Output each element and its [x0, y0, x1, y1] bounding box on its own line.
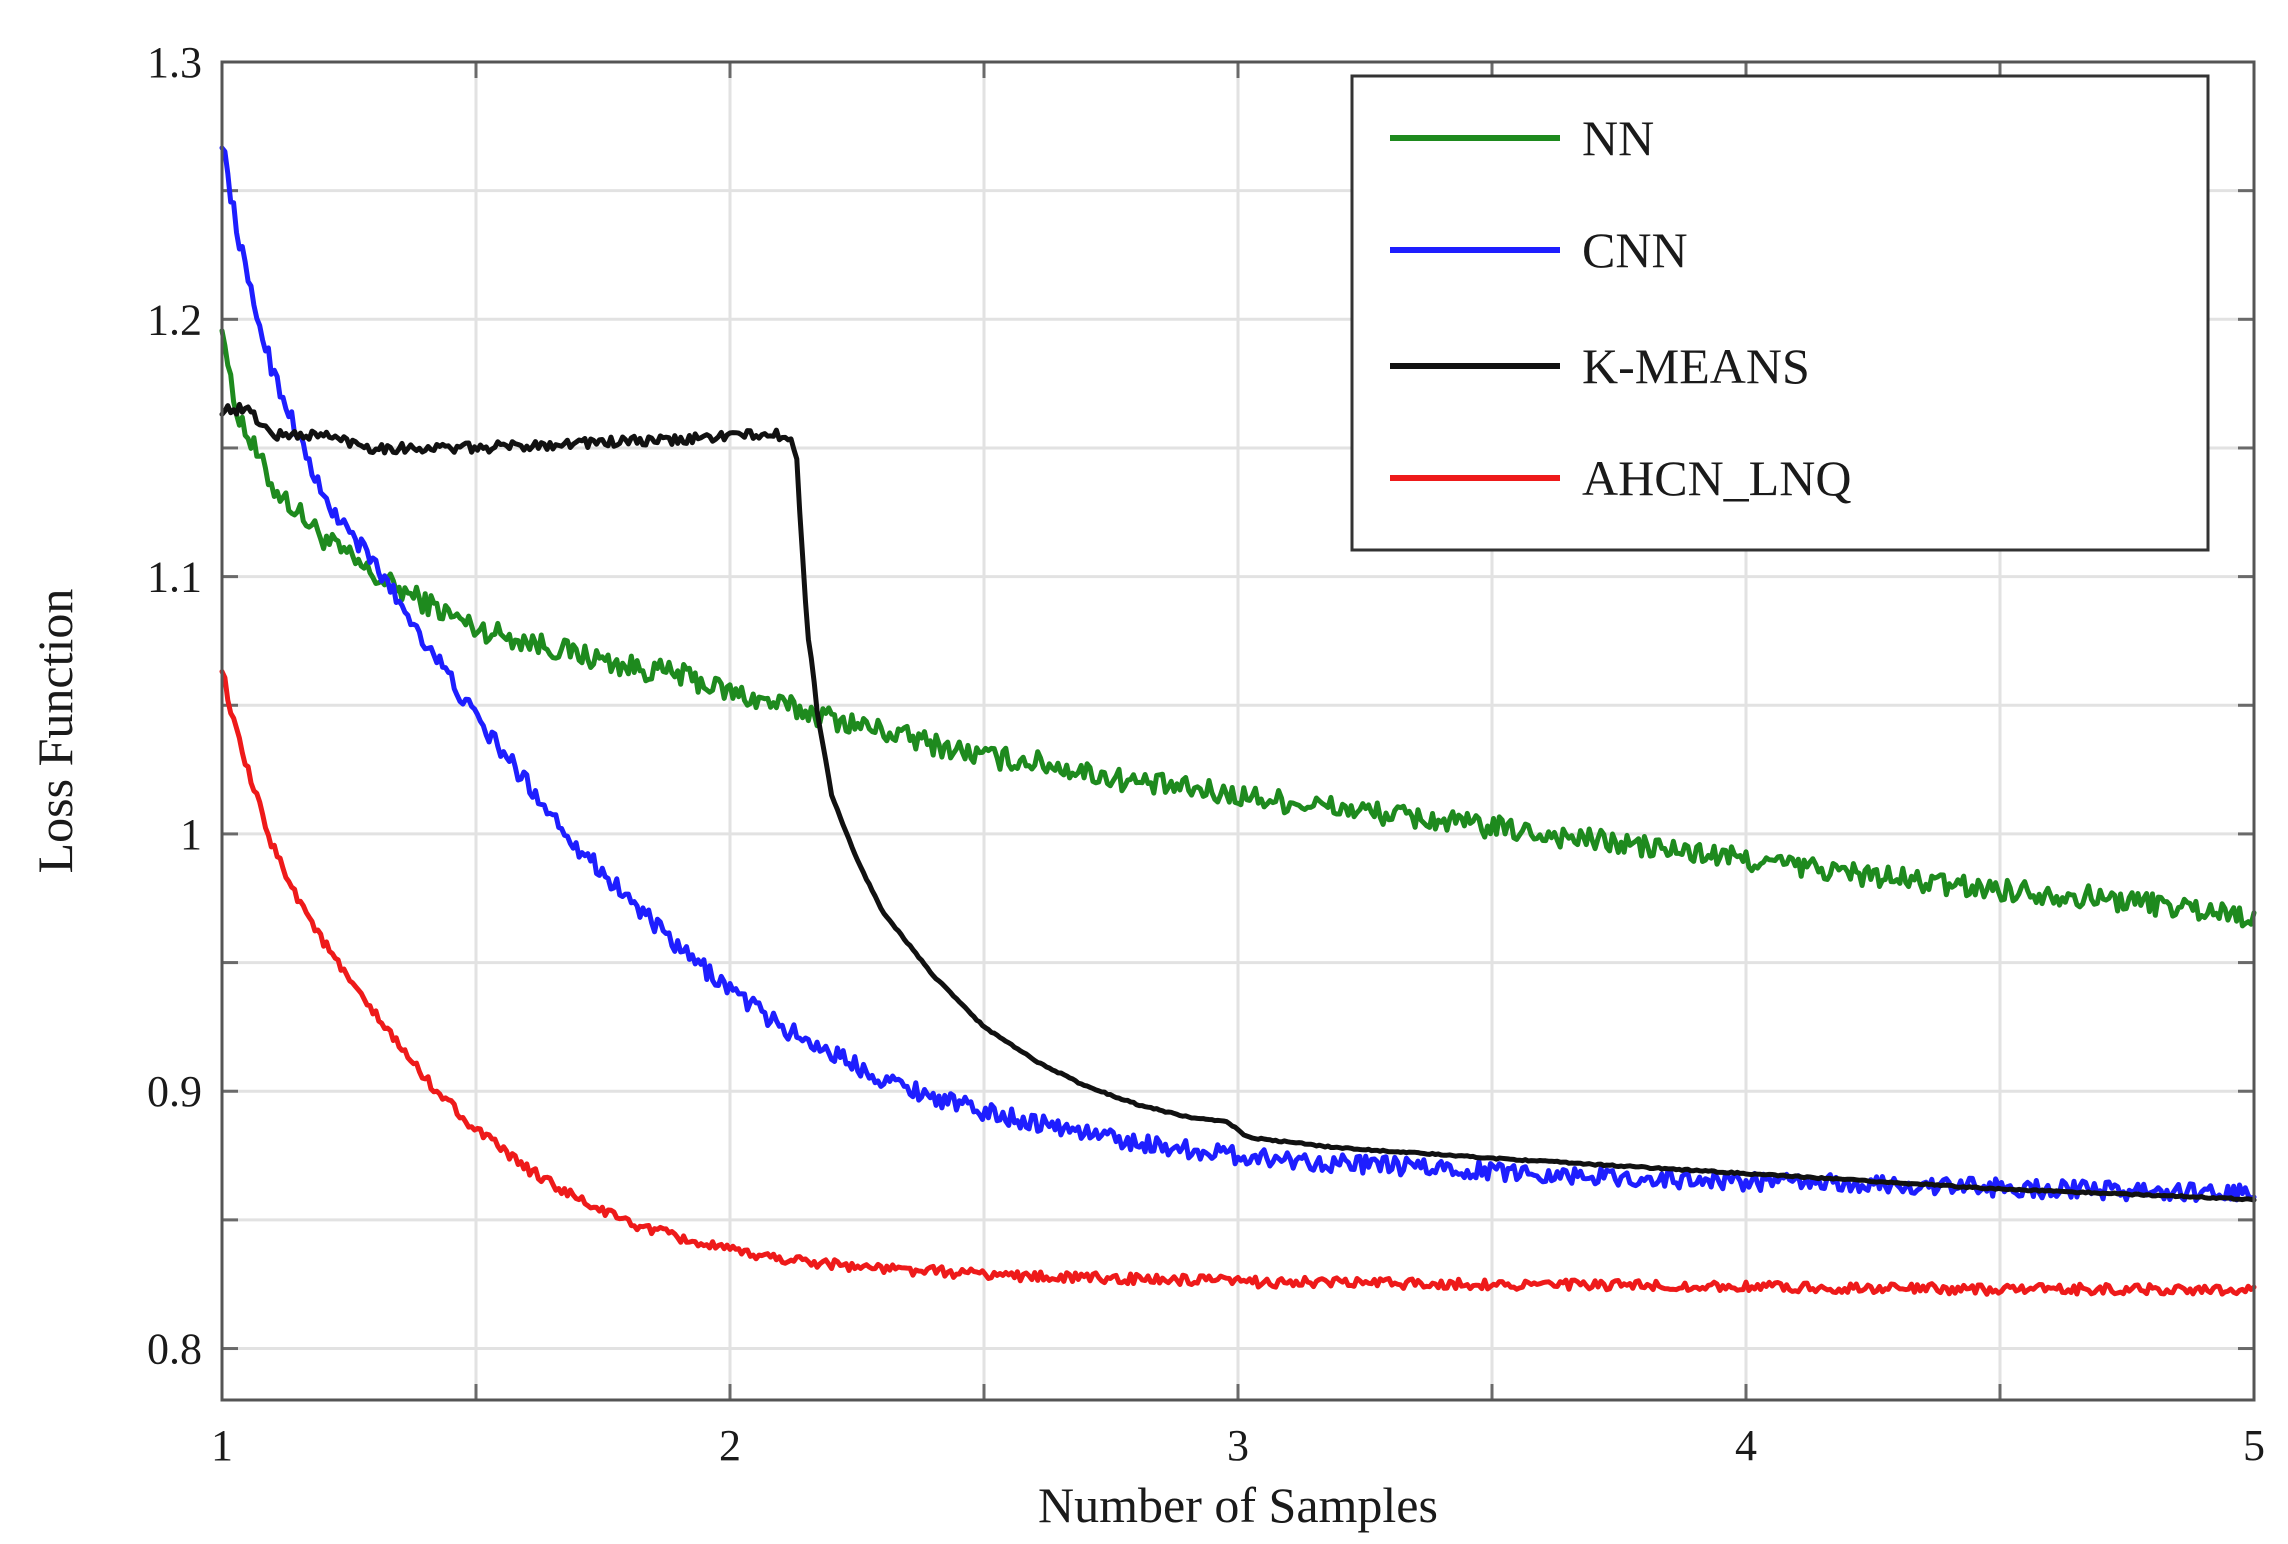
x-tick-label: 1 — [211, 1421, 233, 1470]
y-tick-label: 0.9 — [147, 1067, 202, 1116]
x-tick-label: 4 — [1735, 1421, 1757, 1470]
legend-label: K-MEANS — [1582, 338, 1810, 394]
y-tick-label: 0.8 — [147, 1325, 202, 1374]
series-group — [219, 145, 2257, 1297]
series-line-cnn — [219, 145, 2257, 1203]
x-tick-label: 3 — [1227, 1421, 1249, 1470]
tick-labels: 1 2 3 4 5 0.8 0.9 1 1.1 1.2 1.3 — [147, 38, 2265, 1470]
legend-box — [1350, 74, 2210, 552]
x-axis-title: Number of Samples — [1038, 1477, 1438, 1533]
y-tick-label: 1.1 — [147, 553, 202, 602]
y-tick-label: 1.3 — [147, 38, 202, 87]
series-line-ahcn-lnq — [219, 669, 2257, 1297]
legend-label: NN — [1582, 110, 1654, 166]
legend-label: CNN — [1582, 222, 1688, 278]
x-tick-label: 5 — [2243, 1421, 2265, 1470]
legend-entries: NN CNN K-MEANS AHCN_LNQ — [1390, 110, 1851, 506]
legend: NN CNN K-MEANS AHCN_LNQ — [1350, 74, 2210, 552]
series-line-nn — [219, 328, 2257, 929]
legend-label: AHCN_LNQ — [1582, 450, 1851, 506]
y-axis-title: Loss Function — [27, 589, 83, 874]
x-tick-label: 2 — [719, 1421, 741, 1470]
y-tick-label: 1 — [180, 810, 202, 859]
y-tick-label: 1.2 — [147, 295, 202, 344]
series-line-k-means — [219, 401, 2257, 1203]
plot-frame — [220, 60, 2256, 1402]
